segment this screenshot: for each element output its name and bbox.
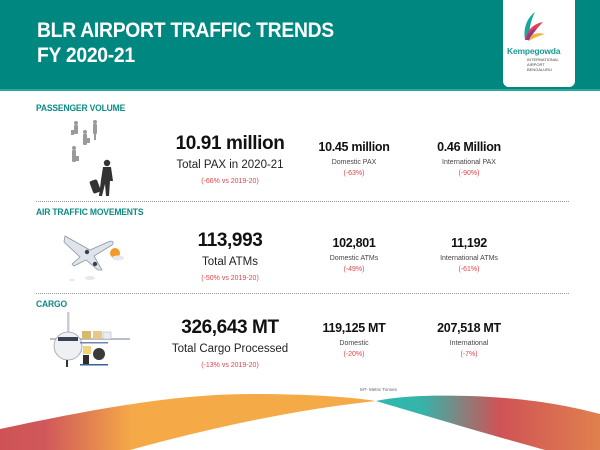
atm-international-value: 11,192: [451, 236, 487, 250]
section-label-atm: AIR TRAFFIC MOVEMENTS: [36, 207, 144, 218]
title-line-2: FY 2020-21: [37, 44, 135, 67]
cargo-international: 207,518 MT International (-7%): [414, 321, 524, 359]
footnote: MT- Metric Tonnes: [360, 387, 397, 392]
travelers-icon: [71, 120, 113, 196]
passenger-domestic-change: (-63%): [343, 170, 365, 177]
title-line-1: BLR AIRPORT TRAFFIC TRENDS: [37, 19, 334, 42]
header-banner: BLR AIRPORT TRAFFIC TRENDS FY 2020-21 Ke…: [0, 0, 600, 91]
atm-international-change: (-61%): [458, 266, 480, 273]
logo-subtitle-1: INTERNATIONAL: [527, 57, 559, 62]
cargo-total-change: (-13% vs 2019-20): [201, 362, 259, 369]
logo-subtitle: INTERNATIONAL AIRPORT BENGALURU: [527, 57, 567, 72]
cargo-domestic-label: Domestic: [339, 340, 369, 347]
atm-international-label: International ATMs: [440, 255, 498, 262]
cargo-total-label: Total Cargo Processed: [171, 343, 289, 355]
atm-total: 113,993 Total ATMs (-50% vs 2019-20): [140, 230, 320, 284]
logo-flower-icon: [524, 12, 545, 41]
passenger-international-label: International PAX: [442, 159, 496, 166]
atm-domestic-change: (-49%): [343, 266, 365, 273]
decorative-wave: [0, 394, 600, 450]
atm-total-change: (-50% vs 2019-20): [201, 275, 259, 282]
atm-domestic: 102,801 Domestic ATMs (-49%): [299, 236, 409, 274]
logo-name: Kempegowda: [507, 46, 561, 56]
atm-domestic-value: 102,801: [332, 236, 376, 250]
passenger-domestic: 10.45 million Domestic PAX (-63%): [299, 140, 409, 178]
passenger-total-change: (-66% vs 2019-20): [201, 178, 259, 185]
page-title: BLR AIRPORT TRAFFIC TRENDS FY 2020-21: [37, 18, 334, 68]
passenger-domestic-label: Domestic PAX: [331, 159, 377, 166]
atm-total-label: Total ATMs: [201, 256, 259, 268]
atm-total-value: 113,993: [197, 230, 263, 251]
section-divider: [36, 201, 569, 202]
cargo-international-value: 207,518 MT: [437, 321, 501, 335]
cargo-international-change: (-7%): [460, 351, 478, 358]
cargo-domestic-change: (-20%): [343, 351, 365, 358]
cargo-international-label: International: [449, 340, 489, 347]
section-label-cargo: CARGO: [36, 299, 67, 310]
cargo-total: 326,643 MT Total Cargo Processed (-13% v…: [140, 317, 320, 371]
airplane-icon: [63, 235, 124, 282]
logo-subtitle-3: BENGALURU: [527, 67, 552, 72]
section-divider: [36, 293, 569, 294]
cargo-total-value: 326,643 MT: [181, 317, 279, 338]
cargo-domestic: 119,125 MT Domestic (-20%): [299, 321, 409, 359]
cargo-plane-icon: [50, 312, 130, 367]
airport-logo: Kempegowda INTERNATIONAL AIRPORT BENGALU…: [503, 0, 575, 87]
passenger-international-value: 0.46 Million: [437, 140, 501, 154]
section-label-passenger: PASSENGER VOLUME: [36, 103, 126, 114]
passenger-international-change: (-90%): [458, 170, 480, 177]
cargo-domestic-value: 119,125 MT: [322, 321, 386, 335]
logo-subtitle-2: AIRPORT: [527, 62, 545, 67]
passenger-domestic-value: 10.45 million: [318, 140, 390, 154]
passenger-total-label: Total PAX in 2020-21: [176, 159, 284, 171]
passenger-total: 10.91 million Total PAX in 2020-21 (-66%…: [140, 133, 320, 187]
passenger-total-value: 10.91 million: [175, 133, 285, 154]
atm-domestic-label: Domestic ATMs: [329, 255, 379, 262]
atm-international: 11,192 International ATMs (-61%): [414, 236, 524, 274]
passenger-international: 0.46 Million International PAX (-90%): [414, 140, 524, 178]
